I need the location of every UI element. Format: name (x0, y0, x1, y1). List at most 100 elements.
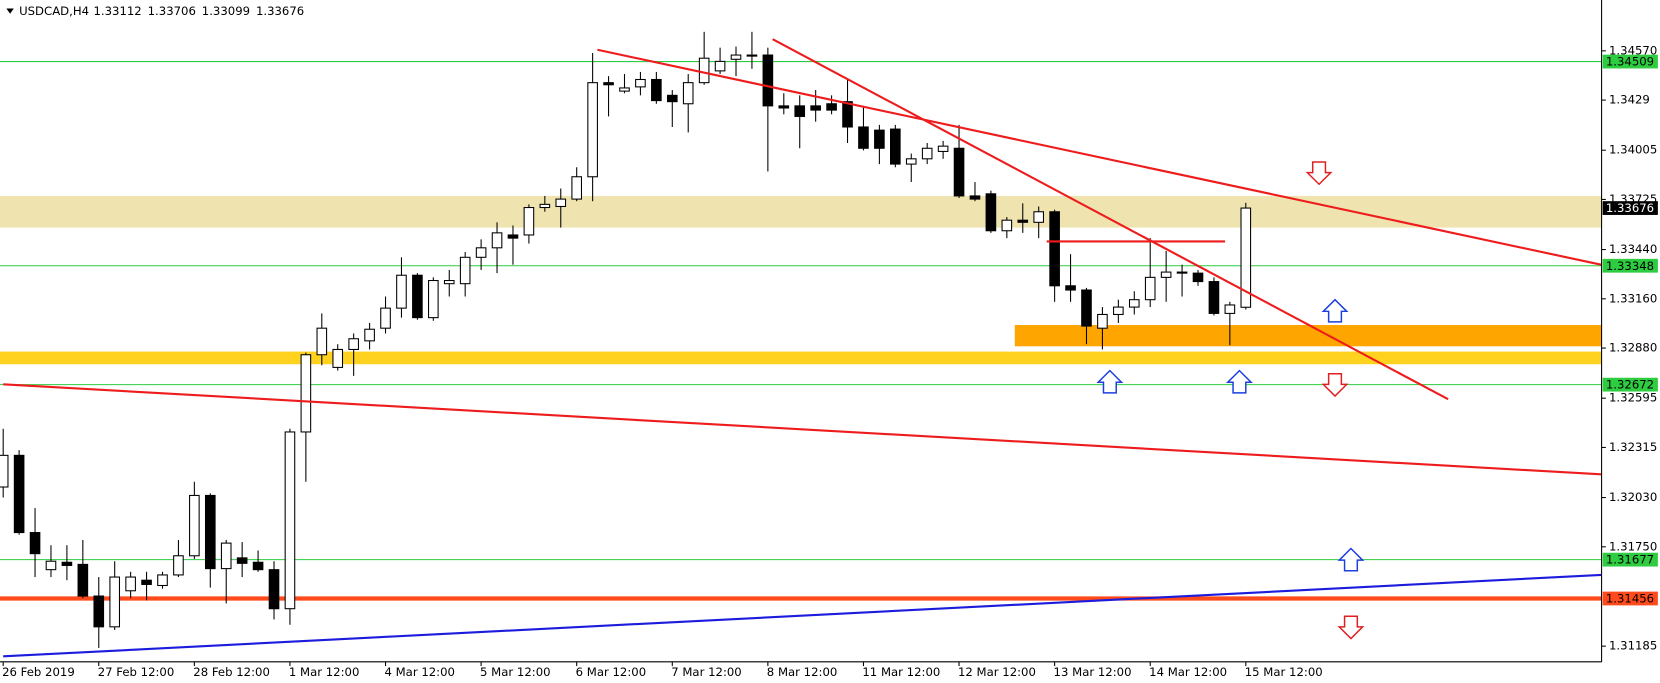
candle-body (316, 327, 328, 356)
zone (0, 195, 1602, 228)
current-price-box (1602, 201, 1658, 215)
y-tick-label: 1.32595 (1609, 391, 1657, 405)
x-tick-label: 5 Mar 12:00 (480, 665, 551, 679)
header-close: 1.33676 (256, 4, 304, 18)
candle-body (45, 560, 57, 571)
candle-body (125, 576, 136, 592)
candle-body (380, 307, 391, 329)
candle-body (539, 203, 551, 209)
x-tick-label: 28 Feb 12:00 (193, 665, 270, 679)
level-label: 1.31456 (1606, 592, 1654, 606)
candle-body (842, 101, 853, 128)
candle-body (921, 147, 933, 160)
candle-body (794, 105, 806, 117)
candle-body (778, 105, 790, 109)
levels (0, 61, 1602, 601)
candle-body (1113, 306, 1124, 315)
level-label: 1.34509 (1606, 55, 1654, 69)
candle-body (1224, 304, 1236, 314)
x-tick-label: 4 Mar 12:00 (384, 665, 455, 679)
candle-body (1128, 299, 1140, 308)
candle-body (635, 78, 646, 88)
level-label-box (1602, 258, 1658, 273)
level-label-box (1602, 54, 1658, 69)
y-tick-label: 1.34005 (1609, 143, 1657, 157)
candle-body (810, 105, 821, 111)
x-tick-label: 6 Mar 12:00 (576, 665, 647, 679)
x-tick-label: 13 Mar 12:00 (1054, 665, 1132, 679)
zone (0, 351, 1602, 365)
zone (1014, 325, 1602, 347)
y-tick-label: 1.33160 (1609, 291, 1657, 305)
candle-body (364, 328, 375, 342)
candle-body (905, 158, 917, 165)
candle-body (523, 207, 535, 236)
candle-body (189, 494, 200, 557)
chart-title: USDCAD,H4 (19, 4, 89, 18)
y-tick-label: 1.32030 (1609, 490, 1657, 504)
candle-body (109, 576, 121, 628)
candle-body (937, 145, 949, 152)
x-tick-label: 11 Mar 12:00 (862, 665, 940, 679)
candle-body (1160, 271, 1172, 278)
candle-body (985, 193, 997, 232)
x-tick-label: 26 Feb 2019 (2, 665, 75, 679)
candle-body (284, 431, 296, 610)
candle-body (412, 274, 423, 319)
candle-body (826, 103, 837, 111)
candle-body (890, 128, 901, 165)
level-label-box (1602, 591, 1658, 606)
candle-body (1081, 289, 1092, 327)
x-tick-label: 27 Feb 12:00 (98, 665, 175, 679)
candle-body (428, 279, 439, 319)
candle-body (236, 557, 248, 564)
candle-body (93, 595, 105, 628)
x-tick-label: 1 Mar 12:00 (289, 665, 360, 679)
candle-body (252, 561, 264, 571)
candle-body (874, 129, 885, 149)
candle-body (651, 78, 662, 102)
up-arrow (1337, 547, 1365, 572)
candle-body (29, 532, 41, 555)
up-arrow (1225, 369, 1253, 394)
level-label-box (1602, 552, 1658, 567)
candle-body (61, 561, 73, 566)
down-arrow (1321, 373, 1349, 398)
candle-body (571, 176, 583, 200)
candle-body (332, 348, 344, 368)
candle-body (587, 82, 598, 178)
candle-body (1049, 211, 1060, 287)
candle-body (459, 256, 471, 285)
up-arrow (1321, 298, 1349, 323)
y-tick-label: 1.32880 (1609, 341, 1657, 355)
candle-body (603, 82, 614, 86)
candle-body (157, 574, 168, 587)
level-label: 1.31677 (1606, 553, 1654, 567)
candle-body (1176, 271, 1188, 274)
zones (0, 195, 1602, 365)
trendline (597, 48, 1602, 266)
trendline (772, 38, 1449, 401)
level-label: 1.33348 (1606, 259, 1654, 273)
x-tick-label: 12 Mar 12:00 (958, 665, 1036, 679)
x-tick-label: 8 Mar 12:00 (767, 665, 838, 679)
down-arrow (1305, 161, 1333, 186)
level-label-box (1602, 377, 1658, 392)
candle-body (619, 87, 630, 92)
header-high: 1.33706 (148, 4, 196, 18)
y-tick-label: 1.31185 (1609, 639, 1657, 653)
candle-body (173, 555, 184, 576)
candle-body (762, 54, 774, 107)
candle-body (858, 126, 869, 149)
candle-body (396, 274, 407, 309)
trendlines (3, 38, 1602, 658)
candle-body (698, 57, 710, 84)
candle-body (348, 338, 359, 350)
candle-body (1144, 276, 1156, 301)
candle-body (0, 454, 9, 488)
candle-body (1208, 281, 1220, 314)
candle-body (666, 94, 678, 103)
candle-body (491, 232, 503, 249)
candle-body (268, 569, 280, 610)
